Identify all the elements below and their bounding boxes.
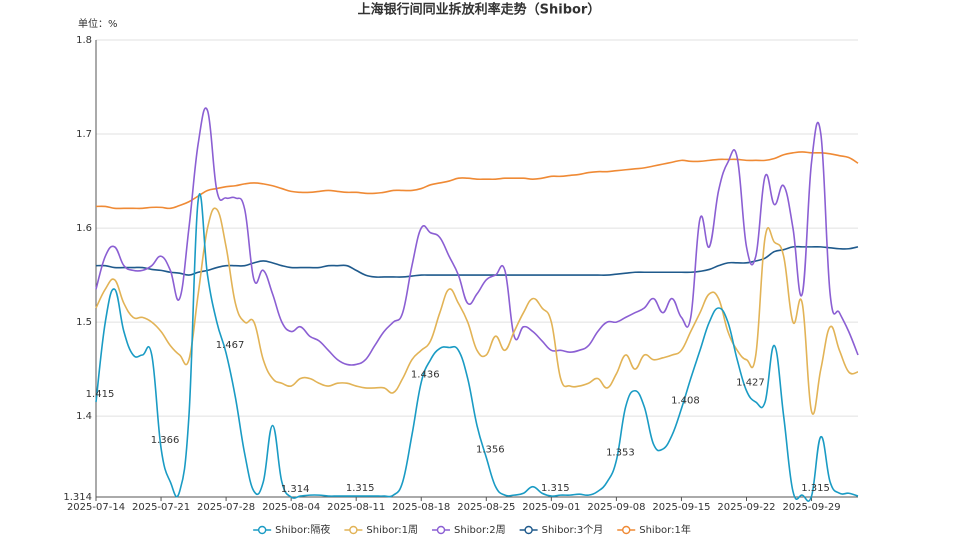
legend-label: Shibor:1年 xyxy=(639,523,691,536)
x-tick-label: 2025-09-29 xyxy=(782,502,840,513)
series-line xyxy=(95,245,859,278)
y-tick-label: 1.314 xyxy=(63,492,92,503)
data-label: 1.415 xyxy=(86,389,115,400)
y-tick-label: 1.6 xyxy=(76,223,92,234)
legend-label: Shibor:3个月 xyxy=(542,524,604,536)
legend-label: Shibor:2周 xyxy=(454,524,506,536)
data-label: 1.315 xyxy=(346,483,375,494)
legend-marker xyxy=(257,525,267,535)
x-tick-label: 2025-08-11 xyxy=(327,502,385,513)
data-label: 1.315 xyxy=(541,483,570,494)
series-line xyxy=(95,151,859,210)
legend-label: Shibor:1周 xyxy=(366,524,418,536)
series-line xyxy=(95,193,859,502)
data-label: 1.366 xyxy=(151,435,180,446)
legend-marker xyxy=(349,525,358,535)
data-label: 1.408 xyxy=(671,396,700,407)
legend-label: Shibor:隔夜 xyxy=(275,523,330,536)
y-tick-label: 1.5 xyxy=(76,317,92,328)
x-tick-label: 2025-07-28 xyxy=(197,502,255,513)
data-label: 1.315 xyxy=(801,483,830,494)
y-tick-label: 1.4 xyxy=(76,411,92,422)
x-tick-label: 2025-07-21 xyxy=(132,502,190,513)
legend-item[interactable]: Shibor:隔夜 xyxy=(253,523,330,536)
x-tick-label: 2025-09-08 xyxy=(587,502,645,513)
data-label: 1.314 xyxy=(281,484,310,495)
series-line xyxy=(95,207,859,415)
chart-title: 上海银行间同业拆放利率走势（Shibor） xyxy=(358,2,601,18)
legend-item[interactable]: Shibor:1周 xyxy=(344,524,418,536)
data-label: 1.436 xyxy=(411,369,440,380)
legend-item[interactable]: Shibor:3个月 xyxy=(519,524,604,536)
legend-item[interactable]: Shibor:1年 xyxy=(617,523,691,536)
data-label: 1.356 xyxy=(476,445,505,456)
y-tick-label: 1.7 xyxy=(76,129,92,140)
x-tick-label: 2025-07-14 xyxy=(67,502,125,513)
data-label: 1.467 xyxy=(216,340,245,351)
legend-item[interactable]: Shibor:2周 xyxy=(432,524,506,536)
x-tick-label: 2025-08-18 xyxy=(392,502,450,513)
y-tick-label: 1.8 xyxy=(76,35,92,46)
y-unit: 单位：% xyxy=(78,17,118,30)
data-label: 1.427 xyxy=(736,378,765,389)
x-tick-label: 2025-08-25 xyxy=(457,502,515,513)
legend-marker xyxy=(524,525,533,535)
series-line xyxy=(95,107,859,366)
data-label: 1.353 xyxy=(606,447,635,458)
legend-marker xyxy=(436,525,446,535)
legend-marker xyxy=(622,525,631,535)
x-tick-label: 2025-09-15 xyxy=(652,502,710,513)
x-tick-label: 2025-09-01 xyxy=(522,502,580,513)
x-tick-label: 2025-09-22 xyxy=(717,502,775,513)
x-tick-label: 2025-08-04 xyxy=(262,502,320,513)
